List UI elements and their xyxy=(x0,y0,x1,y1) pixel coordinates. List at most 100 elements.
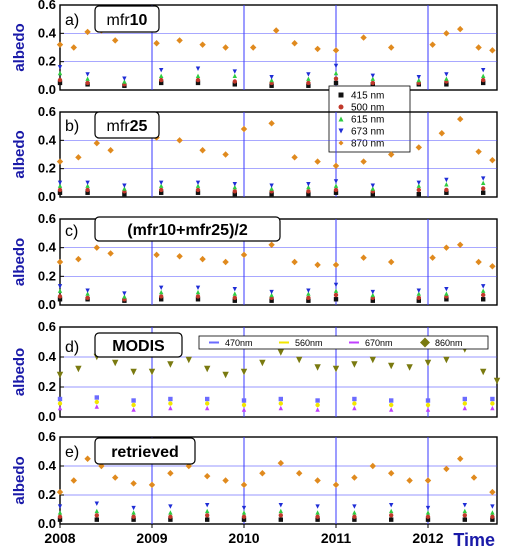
data-point xyxy=(195,180,201,186)
data-point xyxy=(444,182,449,187)
data-point xyxy=(443,30,450,37)
data-point xyxy=(94,501,99,506)
data-point xyxy=(424,359,432,367)
data-point xyxy=(490,514,495,519)
data-point xyxy=(352,504,357,509)
data-point xyxy=(195,66,201,71)
data-point xyxy=(425,517,431,522)
y-tick-label: 0.2 xyxy=(38,487,56,502)
data-point xyxy=(389,513,394,518)
data-point xyxy=(269,298,274,303)
data-point xyxy=(222,371,229,379)
data-point xyxy=(475,258,482,266)
series-870-nm xyxy=(56,455,496,496)
data-point xyxy=(278,502,283,508)
data-point xyxy=(360,254,367,261)
data-point xyxy=(443,244,450,251)
data-point xyxy=(490,396,495,402)
data-point xyxy=(205,405,210,411)
data-point xyxy=(85,291,90,296)
data-point xyxy=(462,405,467,411)
data-point xyxy=(306,288,311,293)
data-point xyxy=(167,361,174,368)
data-point xyxy=(415,144,422,151)
data-point xyxy=(444,287,449,292)
data-point xyxy=(388,151,395,158)
data-point xyxy=(352,510,357,515)
data-point xyxy=(351,474,358,481)
series-615-nm xyxy=(57,180,486,191)
data-point xyxy=(232,298,237,303)
data-point xyxy=(122,294,127,299)
data-point xyxy=(159,187,164,193)
legend-marker xyxy=(338,104,344,110)
data-point xyxy=(388,258,395,266)
data-point xyxy=(490,401,495,406)
data-point xyxy=(457,241,464,248)
data-point xyxy=(443,356,450,364)
data-point xyxy=(168,514,173,519)
series-860nm xyxy=(56,346,501,385)
data-point xyxy=(444,187,449,193)
data-point xyxy=(277,459,284,467)
data-point xyxy=(195,285,201,290)
panel-label: e) xyxy=(65,444,79,461)
data-point xyxy=(332,162,340,170)
panel-title-box xyxy=(94,216,281,242)
data-point xyxy=(57,180,63,186)
data-point xyxy=(85,288,90,293)
data-point xyxy=(241,505,247,511)
y-tick-label: 0.2 xyxy=(38,379,56,394)
data-point xyxy=(195,73,201,79)
legend-label: 673 nm xyxy=(351,127,384,138)
data-point xyxy=(480,368,487,376)
data-point xyxy=(204,472,211,480)
data-point xyxy=(205,502,210,508)
data-point xyxy=(370,73,375,79)
y-tick-label: 0.0 xyxy=(38,297,56,312)
data-point xyxy=(57,187,63,193)
data-point xyxy=(159,297,164,302)
data-point xyxy=(416,191,421,197)
data-point xyxy=(269,77,274,83)
data-point xyxy=(489,156,496,164)
series-615-nm xyxy=(57,288,486,299)
series-615-nm xyxy=(57,70,486,84)
series-470nm xyxy=(57,395,495,403)
panel-title-box xyxy=(94,5,160,33)
data-point xyxy=(315,510,320,515)
y-tick-label: 0.4 xyxy=(38,458,57,473)
data-point xyxy=(389,508,394,514)
data-point xyxy=(241,517,247,522)
data-point xyxy=(278,508,283,514)
legend-label: 670nm xyxy=(365,338,393,348)
data-point xyxy=(416,291,421,296)
y-tick-label: 0.0 xyxy=(38,409,56,424)
data-point xyxy=(332,261,340,269)
data-point xyxy=(130,368,137,376)
data-point xyxy=(481,80,486,86)
data-point xyxy=(444,297,449,302)
data-point xyxy=(232,291,237,296)
data-point xyxy=(306,184,311,190)
data-point xyxy=(389,398,394,403)
panel-title-box xyxy=(94,437,196,465)
data-point xyxy=(56,258,64,266)
series-415-nm xyxy=(57,517,495,522)
y-tick-label: 0.2 xyxy=(38,268,56,283)
series-670nm xyxy=(57,404,495,412)
data-point xyxy=(493,377,501,385)
data-point xyxy=(57,401,63,406)
data-point xyxy=(93,244,100,251)
legend-marker xyxy=(338,116,344,122)
data-point xyxy=(232,69,237,74)
data-point xyxy=(232,287,237,292)
data-point xyxy=(369,356,376,364)
data-point xyxy=(490,504,495,509)
data-point xyxy=(232,79,237,84)
panel-title: mfr10 xyxy=(107,12,148,29)
panel-label: c) xyxy=(65,223,78,240)
data-point xyxy=(306,291,311,296)
